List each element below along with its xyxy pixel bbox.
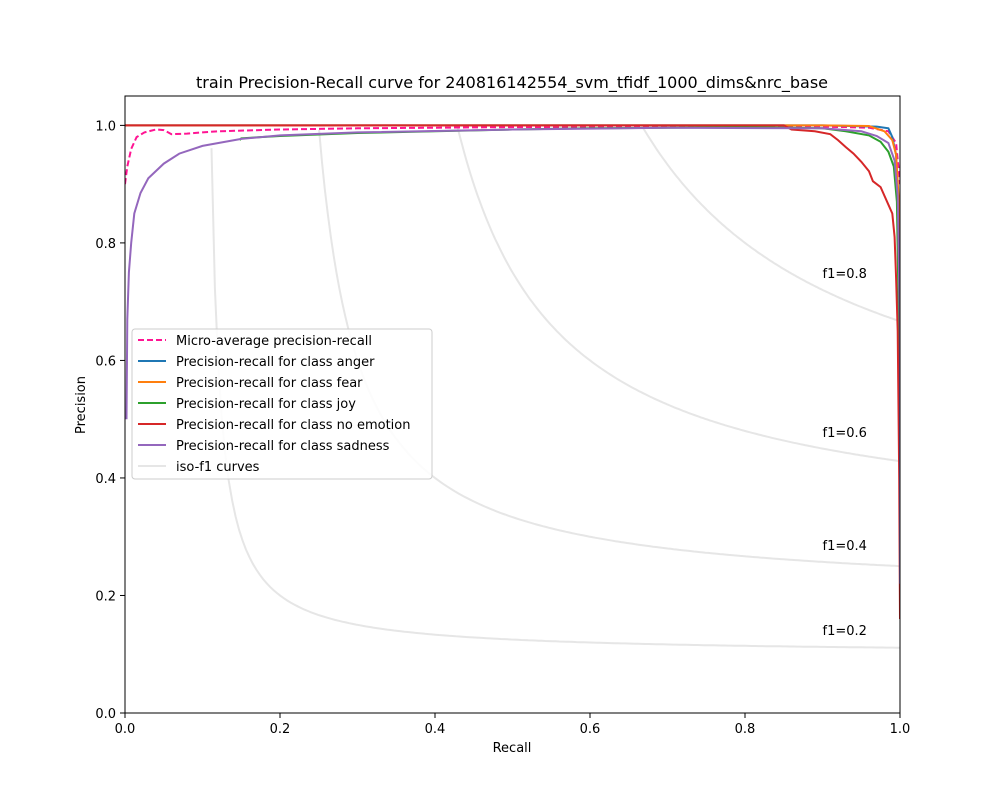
y-tick-label: 0.2 xyxy=(95,589,116,604)
x-tick-label: 0.2 xyxy=(270,722,291,737)
y-tick-label: 1.0 xyxy=(95,119,116,134)
legend-entry-label: iso-f1 curves xyxy=(176,460,260,475)
x-tick-label: 0.0 xyxy=(115,722,136,737)
series-lines xyxy=(125,124,900,620)
legend-entry-label: Precision-recall for class no emotion xyxy=(176,418,410,433)
legend: Micro-average precision-recall Precision-… xyxy=(131,328,433,480)
y-tick-label: 0.6 xyxy=(95,354,116,369)
series-line xyxy=(125,124,900,620)
legend-entry-label: Precision-recall for class fear xyxy=(176,376,363,391)
x-tick-label: 0.8 xyxy=(735,722,756,737)
iso-f1-label: f1=0.8 xyxy=(823,267,867,282)
y-tick-label: 0.4 xyxy=(95,472,116,487)
x-axis-label: Recall xyxy=(493,741,532,756)
x-axis-ticks: 0.0 0.2 0.4 0.6 0.8 1.0 xyxy=(115,713,911,737)
x-tick-label: 0.6 xyxy=(580,722,601,737)
iso-f1-curve xyxy=(210,148,900,649)
iso-f1-curve xyxy=(456,126,900,463)
legend-entry-label: Precision-recall for class joy xyxy=(176,397,356,412)
series-line xyxy=(125,126,900,584)
chart-title: train Precision-Recall curve for 2408161… xyxy=(196,73,828,93)
series-line xyxy=(125,125,900,185)
plot-frame xyxy=(124,95,901,714)
legend-entry-label: Precision-recall for class anger xyxy=(176,355,375,370)
x-tick-label: 1.0 xyxy=(890,722,911,737)
y-tick-label: 0.8 xyxy=(95,237,116,252)
x-tick-label: 0.4 xyxy=(425,722,446,737)
legend-entry-label: Micro-average precision-recall xyxy=(176,334,372,349)
iso-f1-curve xyxy=(641,125,900,323)
iso-f1-labels: f1=0.2 f1=0.4 f1=0.6 f1=0.8 xyxy=(823,267,867,639)
y-axis-label: Precision xyxy=(74,376,89,434)
iso-f1-label: f1=0.2 xyxy=(823,624,867,639)
legend-box xyxy=(131,328,433,480)
y-tick-label: 0.0 xyxy=(95,707,116,722)
y-axis-ticks: 0.0 0.2 0.4 0.6 0.8 1.0 xyxy=(95,119,125,722)
iso-f1-label: f1=0.6 xyxy=(823,426,867,441)
legend-entry-label: Precision-recall for class sadness xyxy=(176,439,390,454)
iso-f1-label: f1=0.4 xyxy=(823,539,867,554)
